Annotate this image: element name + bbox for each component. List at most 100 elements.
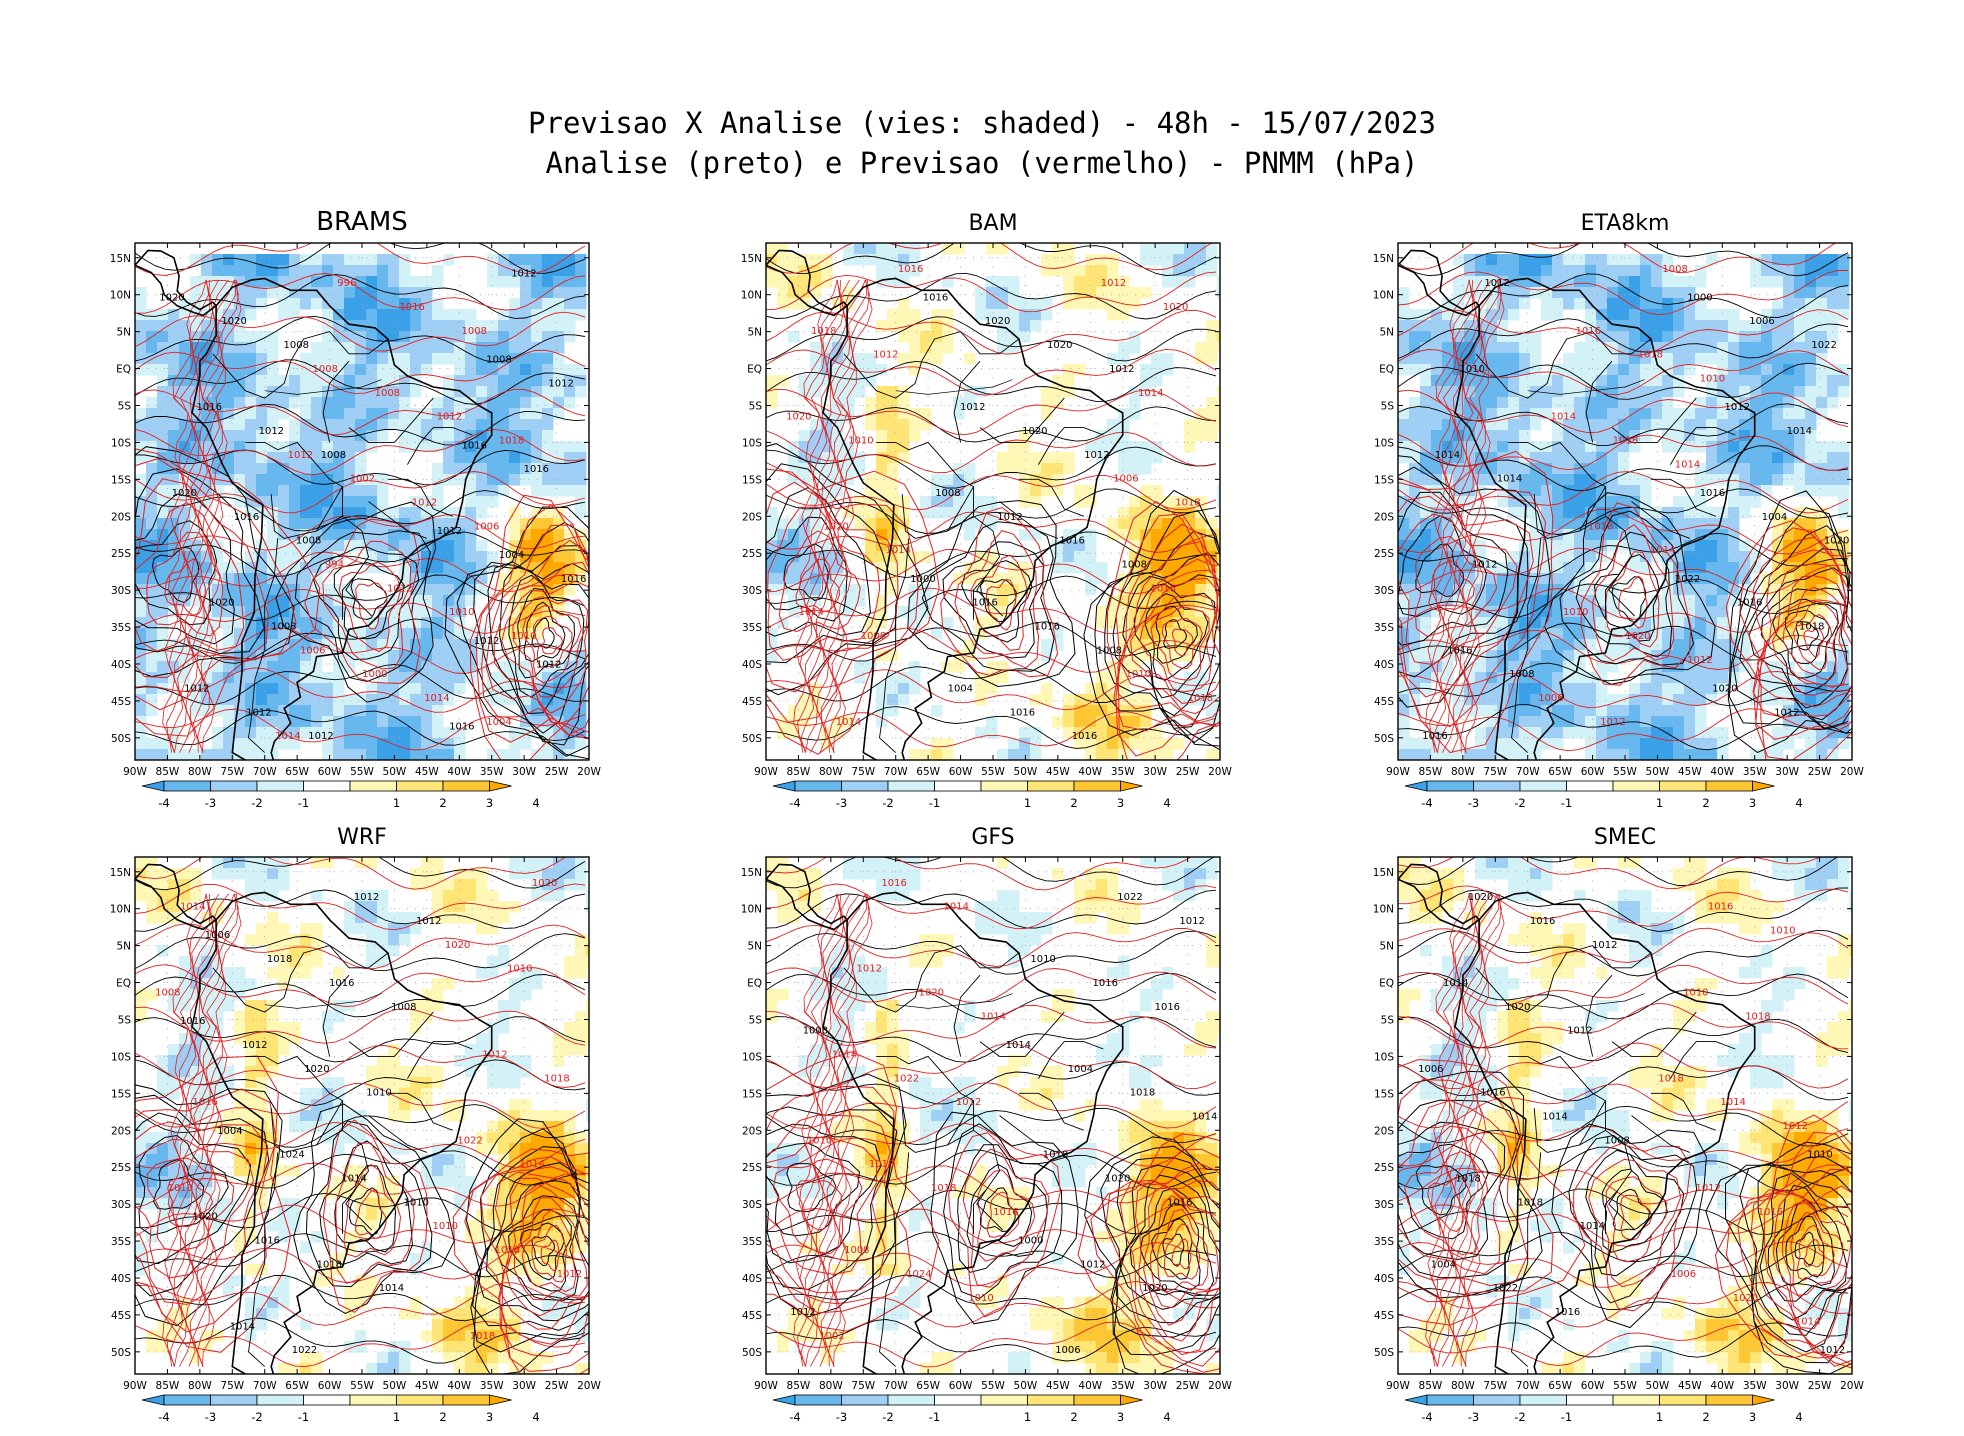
grid-dot [1057, 728, 1059, 730]
grid-dot [862, 497, 864, 499]
bias-cell [975, 551, 987, 563]
bias-cell [344, 397, 356, 409]
grid-dot [188, 552, 190, 554]
grid-dot [264, 284, 266, 286]
bias-cell [267, 485, 279, 497]
bias-cell [865, 419, 877, 431]
lon-tick-label: 60W [318, 766, 342, 778]
bias-cell [146, 705, 158, 717]
bias-cell [179, 573, 191, 585]
grid-dot [491, 284, 493, 286]
grid-dot [523, 580, 525, 582]
bias-cell [1107, 353, 1119, 365]
grid-dot [528, 331, 530, 333]
grid-dot [862, 331, 864, 333]
bias-cell [245, 265, 257, 277]
grid-dot [1122, 700, 1124, 702]
country-border [342, 575, 356, 620]
bias-cell [432, 485, 444, 497]
bias-cell [388, 364, 400, 376]
grid-dot [851, 663, 853, 665]
bias-cell [190, 408, 202, 420]
bias-cell [498, 419, 510, 431]
bias-cell [1063, 562, 1075, 574]
grid-dot [1122, 737, 1124, 739]
bias-cell [135, 672, 147, 684]
bias-cell [201, 562, 213, 574]
forecast-isobar [541, 627, 563, 655]
grid-dot [523, 266, 525, 268]
bias-cell [256, 287, 268, 299]
bias-cell [289, 650, 301, 662]
grid-dot [458, 460, 460, 462]
bias-cell [854, 452, 866, 464]
grid-dot [329, 377, 331, 379]
bias-cell [553, 705, 565, 717]
bias-cell [542, 331, 554, 343]
bias-cell [432, 441, 444, 453]
bias-cell [986, 243, 998, 255]
grid-dot [1013, 700, 1015, 702]
bias-cell [909, 419, 921, 431]
grid-dot [577, 331, 579, 333]
bias-cell [1008, 276, 1020, 288]
grid-dot [1122, 451, 1124, 453]
grid-dot [231, 608, 233, 610]
grid-dot [458, 497, 460, 499]
grid-dot [927, 284, 929, 286]
bias-cell [289, 705, 301, 717]
grid-dot [231, 312, 233, 314]
grid-dot [520, 515, 522, 517]
grid-dot [393, 368, 395, 370]
grid-dot [244, 626, 246, 628]
bias-cell [531, 298, 543, 310]
analysis-contour-label: 1012 [548, 378, 573, 389]
bias-cell [920, 551, 932, 563]
grid-dot [523, 635, 525, 637]
coastline [135, 249, 555, 760]
grid-dot [199, 478, 201, 480]
grid-dot [220, 441, 222, 443]
grid-dot [797, 525, 799, 527]
grid-dot [155, 294, 157, 296]
bias-cell [366, 397, 378, 409]
colorbar-segment [442, 780, 490, 792]
analysis-contour-label: 1016 [524, 464, 549, 475]
bias-cell [520, 375, 532, 387]
bias-cell [1019, 727, 1031, 739]
bias-cell [564, 452, 576, 464]
grid-dot [1154, 404, 1156, 406]
bias-cell [887, 705, 899, 717]
grid-dot [458, 709, 460, 711]
grid-dot [512, 700, 514, 702]
grid-dot [1187, 506, 1189, 508]
bias-cell [898, 529, 910, 541]
bias-cell [876, 551, 888, 563]
grid-dot [463, 478, 465, 480]
grid-dot [556, 617, 558, 619]
bias-cell [1129, 573, 1141, 585]
grid-dot [163, 626, 165, 628]
grid-dot [1024, 340, 1026, 342]
grid-dot [458, 552, 460, 554]
grid-dot [260, 478, 262, 480]
grid-dot [382, 257, 384, 259]
grid-dot [1089, 543, 1091, 545]
bias-cell [157, 408, 169, 420]
grid-dot [862, 340, 864, 342]
bias-cell [766, 562, 778, 574]
grid-dot [491, 691, 493, 693]
bias-cell [1063, 727, 1075, 739]
grid-dot [960, 340, 962, 342]
bias-cell [355, 331, 367, 343]
forecast-isobar [135, 428, 586, 476]
bias-cell [997, 243, 1009, 255]
grid-dot [199, 709, 201, 711]
bias-cell [223, 353, 235, 365]
bias-cell [810, 430, 822, 442]
analysis-contour-label: 1004 [499, 550, 524, 561]
bias-cell [311, 474, 323, 486]
bias-cell [487, 441, 499, 453]
grid-dot [1122, 728, 1124, 730]
bias-cell [564, 276, 576, 288]
